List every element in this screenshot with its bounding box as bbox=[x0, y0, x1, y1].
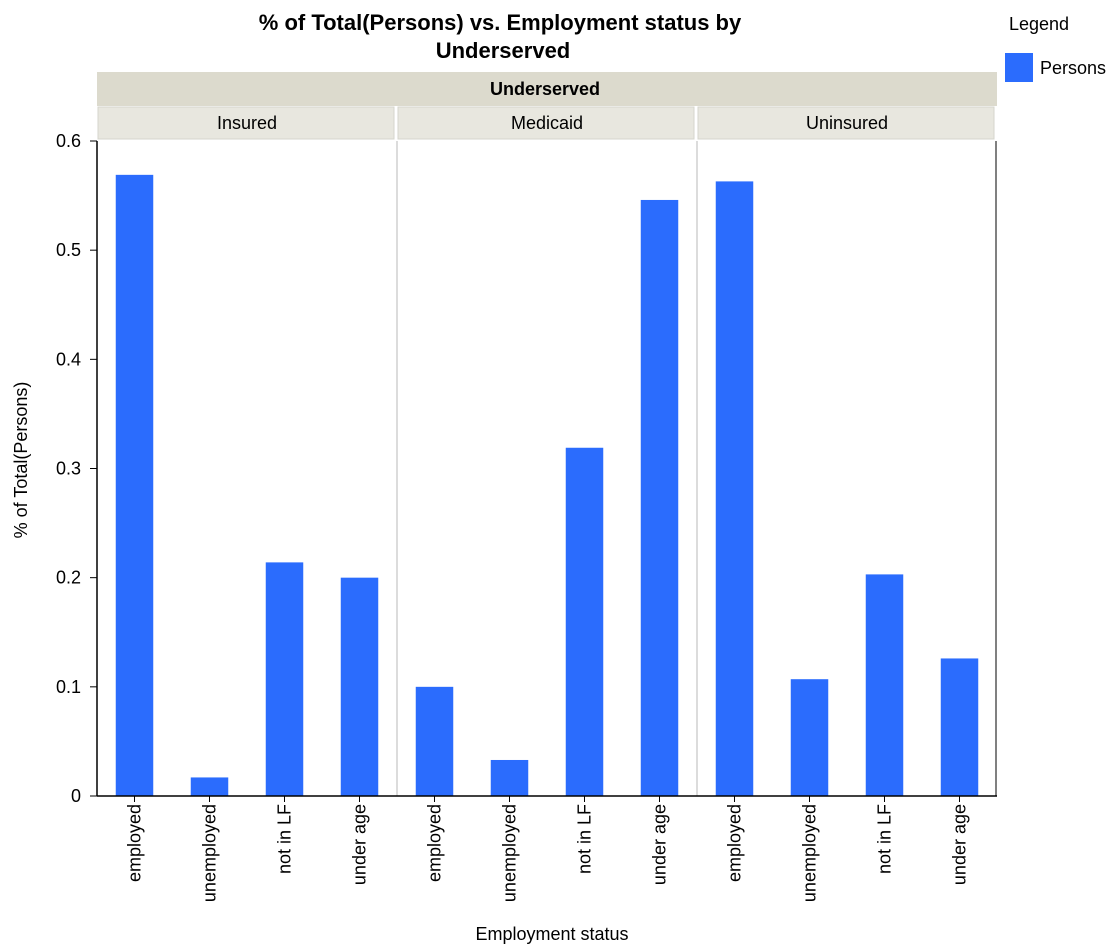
bar-uninsured-under-age bbox=[940, 658, 979, 796]
bar-uninsured-not-in-lf bbox=[865, 574, 904, 796]
x-tick-label-uninsured-employed: employed bbox=[725, 804, 745, 882]
y-tick-label-2: 0.2 bbox=[56, 568, 81, 588]
y-tick-label-3: 0.3 bbox=[56, 459, 81, 479]
panel-header-uninsured bbox=[697, 106, 995, 140]
bar-insured-not-in-lf bbox=[265, 562, 304, 796]
x-tick-label-medicaid-not-in-lf: not in LF bbox=[575, 804, 595, 874]
bar-medicaid-employed bbox=[415, 686, 454, 796]
bar-insured-under-age bbox=[340, 577, 379, 796]
bar-insured-employed bbox=[115, 174, 154, 796]
x-tick-label-uninsured-unemployed: unemployed bbox=[800, 804, 820, 902]
x-axis-ticks: employed unemployed not in LF under age empl… bbox=[125, 796, 970, 902]
panel-headers: Insured Medicaid Uninsured bbox=[97, 106, 995, 140]
x-tick-label-uninsured-not-in-lf: not in LF bbox=[875, 804, 895, 874]
legend-swatch-persons bbox=[1005, 53, 1033, 82]
bar-uninsured-unemployed bbox=[790, 679, 829, 796]
x-tick-label-medicaid-under-age: under age bbox=[650, 804, 670, 885]
bar-medicaid-not-in-lf bbox=[565, 447, 604, 796]
x-tick-label-insured-under-age: under age bbox=[350, 804, 370, 885]
panel-header-label-uninsured: Uninsured bbox=[806, 113, 888, 133]
panel-header-label-insured: Insured bbox=[217, 113, 277, 133]
x-tick-label-insured-unemployed: unemployed bbox=[200, 804, 220, 902]
panel-header-medicaid bbox=[397, 106, 695, 140]
y-tick-label-0: 0 bbox=[71, 786, 81, 806]
panel-dividers bbox=[396, 141, 698, 796]
bar-medicaid-unemployed bbox=[490, 759, 529, 796]
y-tick-label-1: 0.1 bbox=[56, 677, 81, 697]
chart-title-line-2: Underserved bbox=[436, 38, 571, 63]
bar-medicaid-under-age bbox=[640, 199, 679, 796]
panel-header-insured bbox=[97, 106, 395, 140]
facet-header-background bbox=[97, 72, 997, 106]
panel-header-label-medicaid: Medicaid bbox=[511, 113, 583, 133]
y-tick-label-4: 0.4 bbox=[56, 349, 81, 369]
chart-title-line-1: % of Total(Persons) vs. Employment statu… bbox=[259, 10, 742, 35]
x-tick-label-insured-not-in-lf: not in LF bbox=[275, 804, 295, 874]
x-tick-label-medicaid-employed: employed bbox=[425, 804, 445, 882]
legend-entry-persons: Persons bbox=[1040, 58, 1106, 78]
x-axis-title: Employment status bbox=[475, 924, 628, 944]
y-axis-title: % of Total(Persons) bbox=[11, 382, 31, 539]
x-tick-label-medicaid-unemployed: unemployed bbox=[500, 804, 520, 902]
x-tick-label-uninsured-under-age: under age bbox=[950, 804, 970, 885]
x-tick-label-insured-employed: employed bbox=[125, 804, 145, 882]
y-tick-label-6: 0.6 bbox=[56, 131, 81, 151]
facet-header-label: Underserved bbox=[490, 79, 600, 99]
y-tick-label-5: 0.5 bbox=[56, 240, 81, 260]
legend-title: Legend bbox=[1009, 14, 1069, 34]
y-axis-ticks: 0 0.1 0.2 0.3 0.4 0.5 0.6 bbox=[56, 131, 97, 806]
bars bbox=[115, 174, 979, 796]
bar-insured-unemployed bbox=[190, 777, 229, 796]
bar-uninsured-employed bbox=[715, 181, 754, 796]
